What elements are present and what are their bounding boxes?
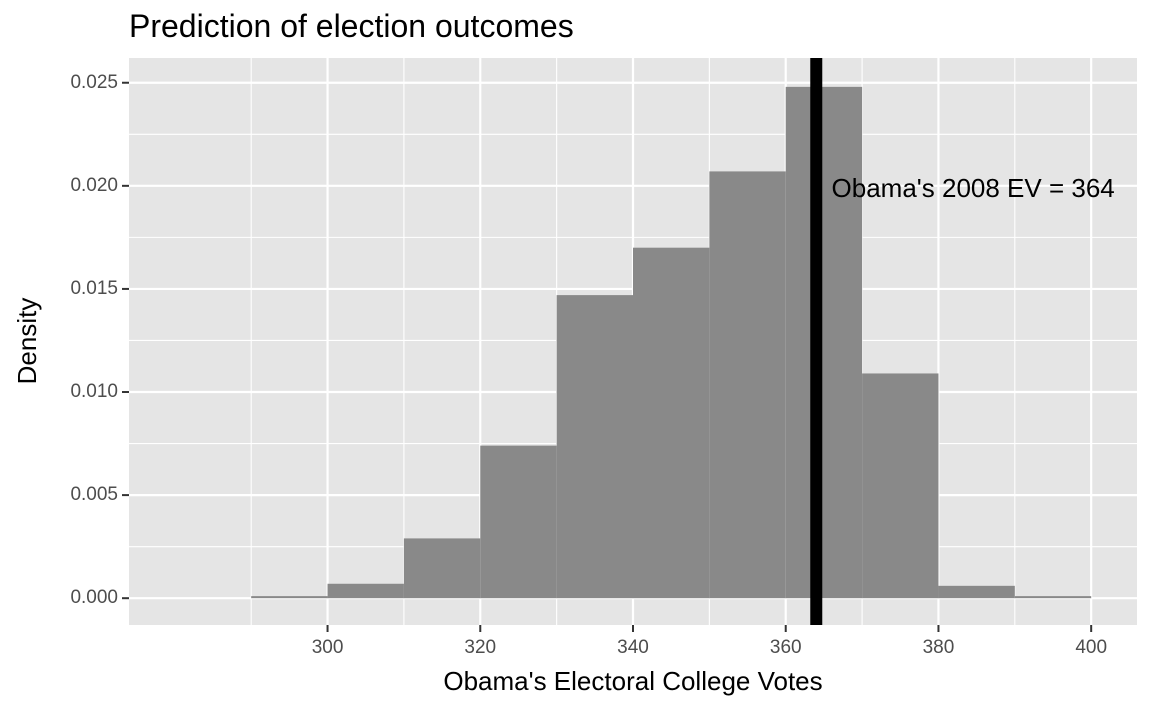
annotation-layer: Obama's 2008 EV = 364 (832, 173, 1115, 203)
histogram-bar (786, 87, 862, 598)
x-tick-label: 300 (312, 637, 344, 658)
x-axis: 300 320 340 360 380 400 (312, 625, 1107, 658)
x-tick-label: 360 (770, 637, 802, 658)
histogram-bar (404, 538, 480, 598)
x-axis-title: Obama's Electoral College Votes (443, 666, 822, 696)
histogram-bar (938, 586, 1014, 598)
histogram-bar (251, 596, 327, 598)
x-tick-label: 340 (617, 637, 649, 658)
x-tick-label: 320 (464, 637, 496, 658)
y-tick-label: 0.010 (70, 381, 118, 402)
y-axis-title: Density (12, 298, 42, 385)
y-tick-label: 0.005 (70, 484, 118, 505)
chart-title: Prediction of election outcomes (129, 8, 574, 44)
y-tick-label: 0.015 (70, 278, 118, 299)
y-axis: 0.000 0.005 0.010 0.015 0.020 0.025 (70, 72, 129, 608)
histogram-bar (633, 248, 709, 599)
x-tick-label: 380 (923, 637, 955, 658)
histogram-bar (557, 295, 633, 598)
histogram-bar (1015, 596, 1091, 598)
y-tick-label: 0.020 (70, 175, 118, 196)
histogram-bar (328, 584, 404, 598)
y-tick-label: 0.000 (70, 587, 118, 608)
histogram-bar (862, 373, 938, 598)
x-tick-label: 400 (1075, 637, 1107, 658)
histogram-bar (709, 171, 785, 598)
histogram-bar (480, 446, 556, 599)
y-tick-label: 0.025 (70, 72, 118, 93)
annotation-label: Obama's 2008 EV = 364 (832, 173, 1115, 203)
